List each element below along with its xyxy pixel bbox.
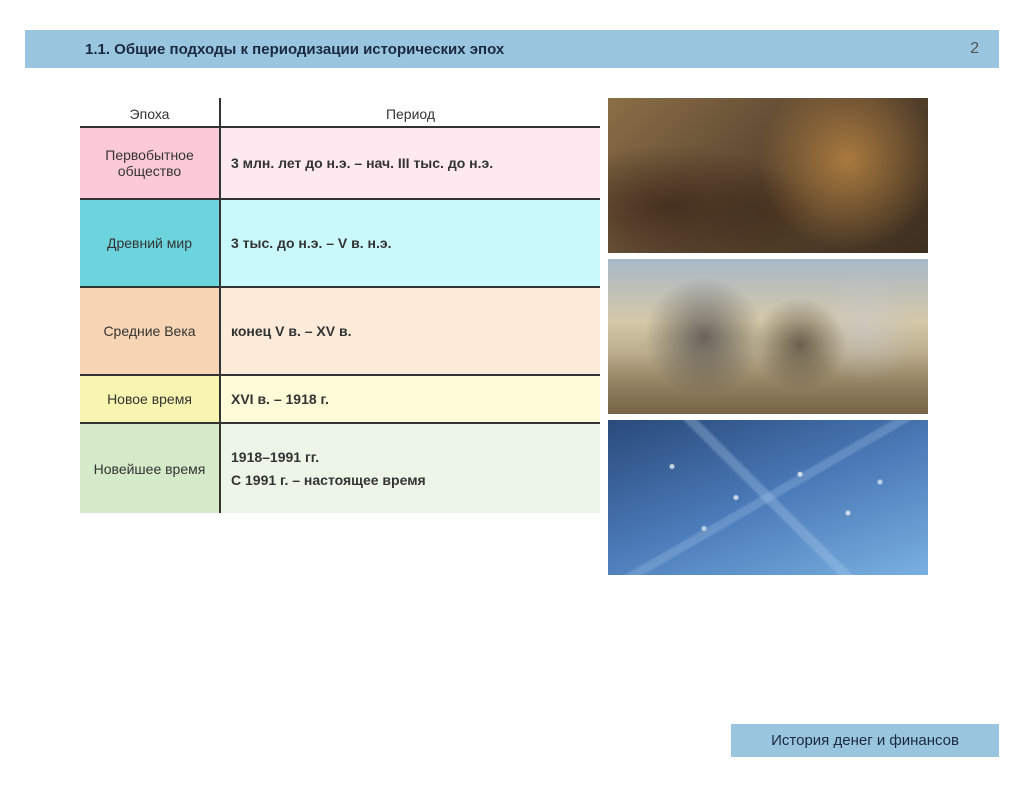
table-row: Первобытное общество 3 млн. лет до н.э. … [80, 127, 600, 199]
illustration-column [608, 98, 984, 575]
period-cell: XVI в. – 1918 г. [220, 375, 600, 423]
period-line: 1918–1991 гг. [231, 449, 319, 465]
period-cell: 3 млн. лет до н.э. – нач. III тыс. до н.… [220, 127, 600, 199]
period-cell: 3 тыс. до н.э. – V в. н.э. [220, 199, 600, 287]
modern-network-illustration [608, 420, 928, 575]
table-row: Средние Века конец V в. – XV в. [80, 287, 600, 375]
period-cell: 1918–1991 гг. С 1991 г. – настоящее врем… [220, 423, 600, 513]
prehistoric-illustration [608, 98, 928, 253]
table-header-row: Эпоха Период [80, 98, 600, 127]
table-row: Древний мир 3 тыс. до н.э. – V в. н.э. [80, 199, 600, 287]
era-cell: Первобытное общество [80, 127, 220, 199]
footer-text: История денег и финансов [771, 732, 959, 749]
main-content: Эпоха Период Первобытное общество 3 млн.… [80, 98, 984, 575]
table-row: Новое время XVI в. – 1918 г. [80, 375, 600, 423]
slide-title: 1.1. Общие подходы к периодизации истори… [45, 41, 504, 58]
era-cell: Новейшее время [80, 423, 220, 513]
period-cell: конец V в. – XV в. [220, 287, 600, 375]
col-period-header: Период [220, 98, 600, 127]
table-row: Новейшее время 1918–1991 гг. С 1991 г. –… [80, 423, 600, 513]
slide-header: 1.1. Общие подходы к периодизации истори… [25, 30, 999, 68]
era-cell: Средние Века [80, 287, 220, 375]
periodization-table: Эпоха Период Первобытное общество 3 млн.… [80, 98, 600, 513]
col-era-header: Эпоха [80, 98, 220, 127]
period-line: С 1991 г. – настоящее время [231, 472, 426, 488]
slide-footer: История денег и финансов [731, 724, 999, 757]
era-cell: Древний мир [80, 199, 220, 287]
medieval-illustration [608, 259, 928, 414]
periodization-table-wrap: Эпоха Период Первобытное общество 3 млн.… [80, 98, 600, 575]
era-cell: Новое время [80, 375, 220, 423]
page-number: 2 [970, 40, 979, 58]
